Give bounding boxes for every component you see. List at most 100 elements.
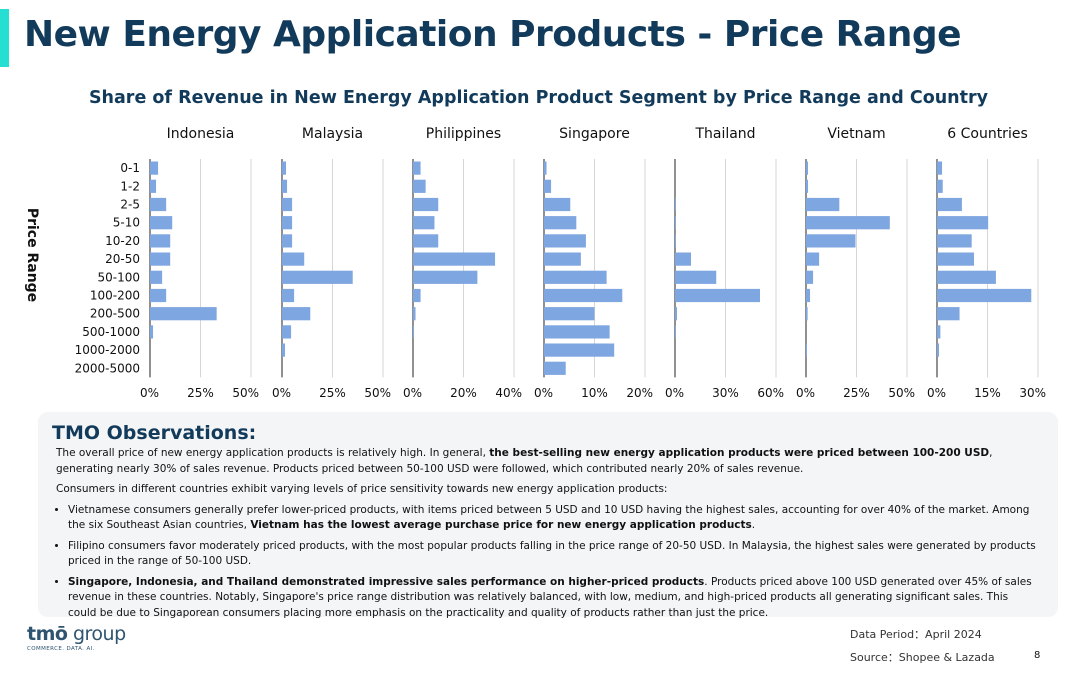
bar [150, 288, 167, 303]
bar [282, 179, 288, 193]
tmo-group-logo: tmō group COMMERCE. DATA. AI. [27, 624, 126, 652]
bar [544, 270, 607, 284]
price-range-bar-chart: 0-1 1-2 2-5 5-10 10-20 20-50 50-100 100-200 200-… [75, 126, 1046, 400]
x-tick-label: 10% [581, 386, 608, 400]
bar [806, 179, 809, 193]
bar [413, 288, 421, 303]
logo-wordmark: tmō group [27, 624, 126, 644]
y-tick-label: 50-100 [97, 270, 140, 284]
observations-body: The overall price of new energy applicat… [56, 446, 1036, 626]
bar [282, 325, 292, 339]
bar [413, 325, 414, 339]
observation-bullet: Singapore, Indonesia, and Thailand demon… [68, 575, 1036, 622]
bar [413, 270, 478, 284]
text: The overall price of new energy applicat… [56, 447, 490, 459]
logo-tagline: COMMERCE. DATA. AI. [27, 646, 95, 652]
bar [413, 307, 416, 321]
y-tick-label: 2000-5000 [75, 361, 140, 375]
text: Vietnamese consumers generally prefer lo… [68, 503, 1030, 532]
bar [282, 197, 293, 212]
text: . [751, 519, 756, 531]
logo-text: group [67, 623, 126, 645]
x-tick-label: 40% [495, 386, 522, 400]
bar [150, 234, 171, 248]
bar [937, 252, 975, 266]
observation-bullet: Filipino consumers favor moderately pric… [68, 539, 1036, 570]
bar [282, 234, 293, 248]
bar [282, 307, 311, 321]
bar [806, 234, 856, 248]
bar [544, 161, 547, 175]
bar [675, 307, 678, 321]
bar [282, 343, 286, 357]
bar [413, 252, 496, 266]
x-tick-label: 20% [626, 386, 653, 400]
page-title: New Energy Application Products - Price … [24, 14, 962, 55]
y-tick-label: 20-50 [105, 252, 140, 266]
bar [413, 179, 426, 193]
x-tick-label: 20% [450, 386, 477, 400]
bar [937, 307, 960, 321]
bar [806, 161, 809, 175]
x-tick-label: 50% [364, 386, 391, 400]
bar [150, 216, 173, 230]
bar [675, 288, 761, 303]
bar [937, 288, 1032, 303]
y-tick-label: 10-20 [105, 234, 140, 248]
panel-title: Singapore [559, 126, 630, 142]
x-tick-label: 50% [232, 386, 259, 400]
x-tick-label: 25% [187, 386, 214, 400]
bar [282, 252, 305, 266]
x-tick-label: 30% [1019, 386, 1046, 400]
bar [282, 270, 353, 284]
panel-title: Thailand [694, 126, 755, 142]
bar [544, 361, 566, 375]
x-tick-label: 30% [712, 386, 739, 400]
x-tick-label: 15% [974, 386, 1001, 400]
bar [806, 288, 811, 303]
x-tick-label: 25% [319, 386, 346, 400]
x-tick-label: 50% [888, 386, 915, 400]
bar [806, 252, 820, 266]
highlight: the best-selling new energy application … [489, 447, 990, 459]
bar [937, 197, 962, 212]
y-tick-label: 1-2 [120, 179, 140, 193]
bar [413, 161, 421, 175]
bar [937, 216, 989, 230]
y-tick-label: 500-1000 [82, 325, 140, 339]
x-tick-label: 0% [140, 386, 159, 400]
bar [282, 161, 287, 175]
observation-bullet: Vietnamese consumers generally prefer lo… [68, 503, 1036, 534]
observation-paragraph: The overall price of new energy applicat… [56, 446, 1036, 477]
bar [937, 179, 943, 193]
bar [544, 252, 581, 266]
chart-title: Share of Revenue in New Energy Applicati… [88, 88, 989, 108]
bar [544, 216, 577, 230]
y-tick-label: 2-5 [120, 198, 140, 212]
bar [544, 234, 586, 248]
bar [150, 270, 163, 284]
page-number: 8 [1034, 650, 1041, 661]
bar [675, 234, 676, 248]
panel-title: Indonesia [167, 126, 235, 142]
bar [413, 197, 439, 212]
bar [544, 179, 552, 193]
bar [544, 325, 610, 339]
bar [150, 307, 217, 321]
panel-title: 6 Countries [947, 126, 1028, 142]
x-tick-label: 0% [796, 386, 815, 400]
bar [675, 252, 691, 266]
bar [282, 288, 295, 303]
bar [806, 343, 807, 357]
y-tick-label: 5-10 [113, 216, 140, 230]
bar [150, 252, 171, 266]
bar [675, 216, 676, 230]
highlight: Singapore, Indonesia, and Thailand demon… [68, 575, 705, 588]
bar [937, 343, 940, 357]
observations-panel [38, 412, 1058, 617]
bar [675, 270, 717, 284]
highlight: Vietnam has the lowest average purchase … [250, 519, 752, 531]
bar [806, 307, 808, 321]
x-tick-label: 25% [843, 386, 870, 400]
bar [937, 161, 943, 175]
